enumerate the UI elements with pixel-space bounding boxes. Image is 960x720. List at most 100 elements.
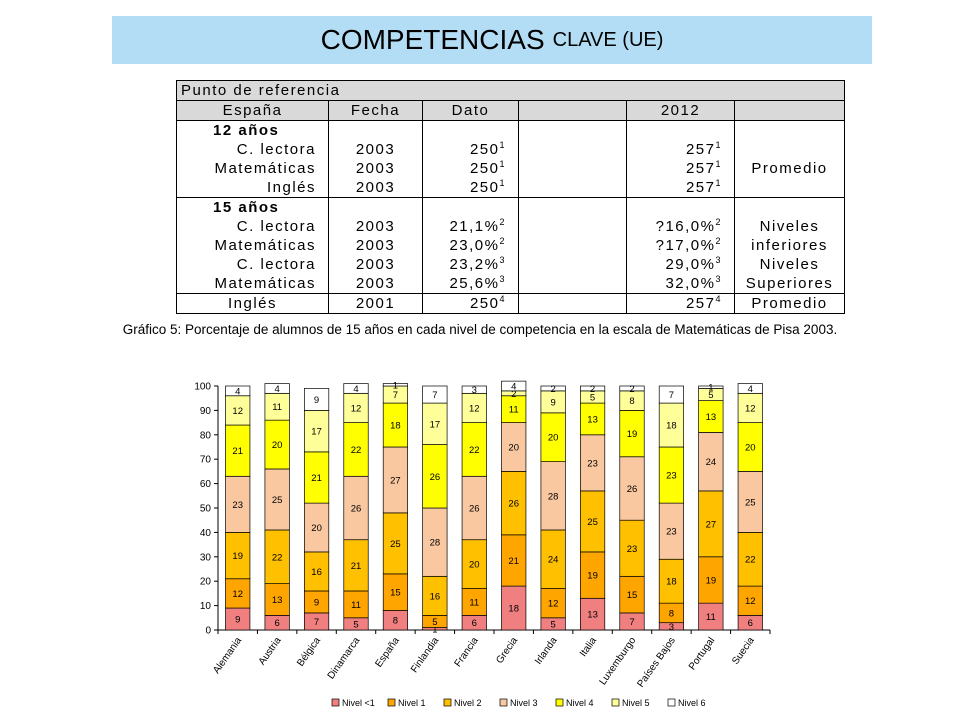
data-label: 5 [353,619,358,630]
bar-segment [264,419,290,470]
row-label: Inglés [176,178,329,198]
data-label: 25 [745,497,756,508]
x-tick-label: Países Bajos [635,635,677,689]
data-label: 26 [351,504,362,515]
data-label: 26 [430,472,441,483]
row-2012-footnote: 3 [715,255,722,265]
row-fecha: 2003 [328,140,423,159]
row-label: Matemáticas [176,159,329,178]
bar-segment [501,422,527,472]
page-title-sub: CLAVE (UE) [552,28,664,51]
data-label: 23 [666,527,677,538]
legend-swatch [555,698,564,707]
data-label: 4 [748,384,753,395]
data-label: 4 [511,382,516,393]
data-label: 23 [627,544,638,555]
row-2012: 257 [685,295,716,312]
row-dato: 250 [469,295,500,312]
data-label: 9 [235,615,240,626]
bar-segment [737,585,763,616]
data-label: 13 [587,414,598,425]
data-label: 22 [469,445,480,456]
y-tick-label: 60 [200,479,212,490]
bar-segment [422,385,448,404]
bar-segment [461,475,487,541]
bar-segment [461,422,487,477]
data-label: 27 [390,475,401,486]
bar-segment [382,383,409,387]
bar-segment [501,585,527,631]
row-tipo: Promedio [733,159,846,178]
column-header-tipo [733,100,846,121]
data-label: 8 [393,616,398,627]
bar-segment [698,556,724,604]
row-2012: 29,0% [665,256,716,273]
row-2012: ?17,0% [655,237,716,254]
reference-table-title-row: Punto de referencia [175,80,846,101]
data-label: 13 [706,412,717,423]
y-tick-label: 80 [200,430,212,441]
legend-label: Nivel 6 [678,698,706,708]
column-header-fecha: Fecha [328,100,423,121]
row-fecha: 2003 [328,274,423,294]
data-label: 5 [590,392,595,403]
row-2012-footnote: 2 [715,236,722,246]
data-label: 6 [274,618,279,629]
data-label: 13 [272,595,283,606]
chart-caption: Gráfico 5: Porcentaje de alumnos de 15 a… [122,322,838,337]
data-label: 26 [508,499,519,510]
bar-segment [737,392,763,423]
bar-segment [501,395,527,423]
row-tipo: Niveles [733,255,846,274]
bar-segment [579,385,606,392]
data-label: 9 [550,397,555,408]
row-dato: 250 [469,141,500,158]
data-label: 22 [351,445,362,456]
data-label: 22 [745,555,756,566]
bar-segment [382,446,409,514]
data-label: 28 [548,491,559,502]
bar-segment [303,410,330,453]
row-2012: 257 [685,141,716,158]
data-label: 2 [550,384,555,395]
data-label: 5 [550,619,555,630]
legend-label: Nivel 1 [398,698,426,708]
bar-segment [698,602,724,631]
row-2012-footnote: 1 [715,159,722,169]
data-label: 12 [232,406,243,417]
bar-segment [343,422,369,477]
bar-segment [343,392,369,423]
data-label: 2 [511,389,516,400]
data-label: 19 [706,575,717,586]
bar-segment [619,385,645,392]
row-2012: 257 [685,179,716,196]
data-label: 7 [432,390,437,401]
bar-segment [658,385,685,404]
bar-segment [501,534,527,587]
data-label: 20 [469,560,480,571]
data-label: 15 [390,588,401,599]
group-row-12: 12 años [176,120,846,140]
row-label: C. lectora [176,255,329,274]
legend-swatch [331,698,340,707]
row-dato: 23,0% [449,237,500,254]
data-label: 20 [311,523,322,534]
legend-label: Nivel 4 [566,698,594,708]
bar-segment [264,529,290,584]
row-tipo: Superiores [733,274,846,294]
data-label: 15 [627,590,638,601]
column-header-dato: Dato [422,100,519,121]
data-label: 12 [745,596,756,607]
row-fecha: 2003 [328,178,423,198]
bar-segment [343,590,369,619]
data-label: 25 [390,539,401,550]
x-tick-label: Austria [257,635,284,667]
y-tick-label: 70 [200,455,212,466]
bar-segment [303,451,330,504]
bar-segment [540,461,566,531]
bar-segment [303,388,330,411]
data-label: 26 [627,484,638,495]
bar-segment [619,519,645,577]
column-header-espana: España [176,100,329,121]
bar-segment [501,380,527,392]
